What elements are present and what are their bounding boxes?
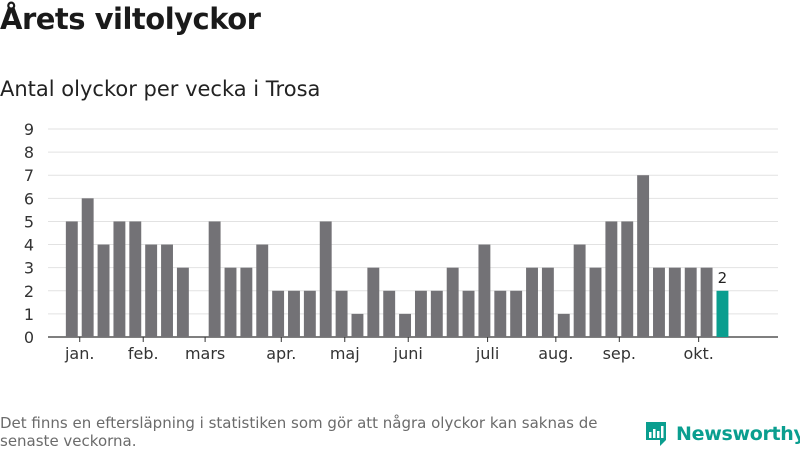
- bar: [240, 267, 253, 337]
- x-tick-label: apr.: [266, 344, 296, 363]
- bar: [129, 221, 142, 337]
- bar: [589, 267, 602, 337]
- y-tick-label: 8: [24, 143, 34, 162]
- x-tick-label: juni: [393, 344, 423, 363]
- newsworthy-logo-icon: [646, 422, 666, 446]
- x-tick-label: juli: [475, 344, 499, 363]
- y-tick-label: 2: [24, 282, 34, 301]
- y-tick-label: 3: [24, 259, 34, 278]
- bar: [161, 244, 173, 337]
- bar: [335, 290, 348, 337]
- bar: [303, 290, 316, 337]
- bar: [494, 290, 507, 337]
- bar: [446, 267, 459, 337]
- page-title: Årets viltolyckor: [0, 2, 261, 36]
- x-tick-label: sep.: [603, 344, 636, 363]
- bar: [113, 221, 126, 337]
- bar: [272, 290, 285, 337]
- bar: [430, 290, 443, 337]
- brand-name: Newsworthy: [676, 423, 800, 445]
- bar-value-label: 2: [718, 269, 728, 287]
- y-tick-label: 7: [24, 166, 34, 185]
- footnote: Det finns en eftersläpning i statistiken…: [0, 414, 598, 450]
- bar: [478, 244, 491, 337]
- bar: [65, 221, 78, 337]
- bar-chart: 0 1 2 3 4 5 6 7 8 9 2 jan. feb. mars apr. maj juni juli au…: [24, 120, 778, 363]
- bar: [399, 313, 412, 337]
- chart-subtitle: Antal olyckor per vecka i Trosa: [0, 77, 321, 101]
- y-tick-label: 4: [24, 236, 34, 255]
- y-tick-label: 5: [24, 212, 34, 231]
- y-tick-label: 1: [24, 305, 34, 324]
- x-tick-label: aug.: [538, 344, 573, 363]
- bar: [573, 244, 586, 337]
- y-tick-label: 9: [24, 120, 34, 139]
- x-tick-label: mars: [185, 344, 225, 363]
- x-tick-label: feb.: [128, 344, 159, 363]
- bar: [97, 244, 110, 337]
- bar: [367, 267, 380, 337]
- bar: [256, 244, 269, 337]
- bar: [605, 221, 618, 337]
- bar: [351, 313, 364, 337]
- bar: [288, 290, 300, 337]
- bar: [526, 267, 538, 337]
- x-tick-label: jan.: [64, 344, 94, 363]
- x-tick-label: okt.: [683, 344, 713, 363]
- bar: [383, 290, 396, 337]
- bar: [319, 221, 332, 337]
- brand-logo[interactable]: Newsworthy: [644, 420, 800, 448]
- bar: [510, 290, 523, 337]
- bar: [557, 313, 570, 337]
- bar: [81, 198, 94, 337]
- bar: [541, 267, 554, 337]
- x-tick-label: maj: [330, 344, 360, 363]
- bar: [224, 267, 237, 337]
- bar: [176, 267, 189, 337]
- y-tick-label: 0: [24, 328, 34, 347]
- bar: [414, 290, 427, 337]
- bar: [208, 221, 221, 337]
- y-tick-label: 6: [24, 189, 34, 208]
- bar: [700, 267, 713, 337]
- bar: [462, 290, 475, 337]
- bar: [684, 267, 697, 337]
- highlight-bar: [716, 290, 729, 337]
- bar: [637, 175, 650, 337]
- bar: [145, 244, 158, 337]
- bar: [668, 267, 681, 337]
- bar: [653, 267, 665, 337]
- bar: [621, 221, 634, 337]
